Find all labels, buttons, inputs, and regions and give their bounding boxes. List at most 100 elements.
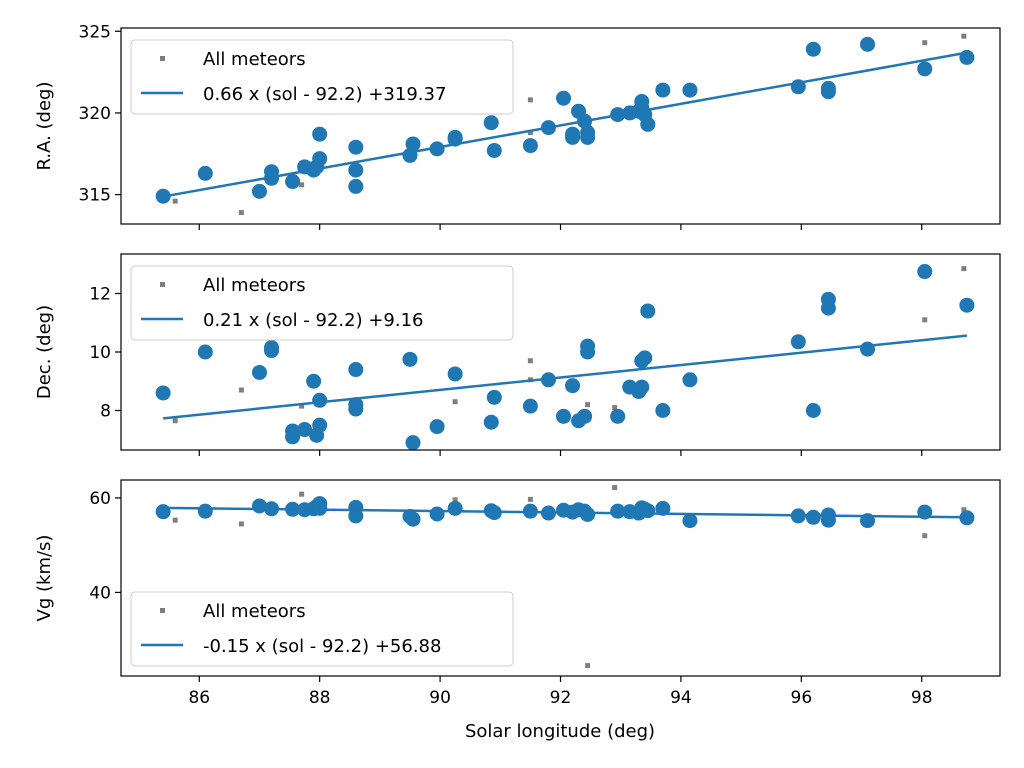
vg-y-tick-label: 40 — [89, 583, 111, 603]
dec-meteor-point — [297, 422, 313, 438]
vg-x-tick-label: 86 — [188, 688, 210, 708]
vg-x-tick-label: 94 — [670, 688, 692, 708]
dec-meteor-point — [556, 408, 572, 424]
dec-meteor-point — [790, 334, 806, 350]
vg-legend-box — [130, 591, 514, 667]
ra-meteor-point — [483, 115, 499, 131]
dec-panel: 8 10 12 Dec. (deg) All meteors 0.21 x (sol - … — [34, 253, 1001, 456]
vg-all-meteor-point — [585, 663, 591, 669]
dec-all-meteor-point — [172, 418, 178, 424]
vg-x-tick-label: 90 — [429, 688, 451, 708]
dec-legend-all-marker — [160, 282, 165, 287]
vg-all-meteor-point — [172, 517, 178, 523]
dec-meteor-point — [348, 401, 364, 417]
ra-meteor-point — [820, 84, 836, 100]
vg-all-meteor-point — [238, 521, 244, 527]
ra-all-meteor-point — [299, 182, 305, 188]
dec-meteor-point — [285, 423, 301, 439]
dec-meteor-point — [580, 344, 596, 360]
dec-legend-box — [130, 265, 514, 341]
dec-meteor-point — [348, 362, 364, 378]
dec-axes-frame — [120, 253, 1001, 451]
vg-meteor-point — [805, 509, 821, 525]
vg-panel: 40 60 86 88 90 92 94 96 98 Vg (km/s) All meteors -0… — [34, 479, 1001, 708]
dec-meteor-point — [820, 300, 836, 316]
ra-legend-all-label: All meteors — [203, 49, 306, 70]
vg-meteor-point — [682, 513, 698, 529]
vg-all-meteor-point — [922, 533, 928, 539]
vg-meteor-point — [655, 500, 671, 516]
vg-x-tick-label: 96 — [791, 688, 813, 708]
ra-meteor-point — [348, 139, 364, 155]
ra-meteor-point — [805, 41, 821, 57]
vg-fit-line — [163, 506, 967, 519]
ra-all-meteor-point — [527, 97, 533, 103]
ra-meteor-point — [959, 49, 975, 65]
ra-meteor-point — [312, 151, 328, 167]
vg-axes-frame — [120, 479, 1001, 677]
vg-legend: All meteors -0.15 x (sol - 92.2) +56.88 — [130, 591, 514, 667]
vg-meteor-point — [640, 503, 656, 519]
ra-meteor-point — [197, 165, 213, 181]
dec-legend-all-label: All meteors — [203, 275, 306, 296]
vg-all-meteor-point — [299, 491, 305, 497]
ra-meteor-point — [348, 178, 364, 194]
dec-all-meteor-point — [961, 266, 967, 272]
ra-legend-box — [130, 39, 514, 115]
vg-legend-fit-label: -0.15 x (sol - 92.2) +56.88 — [203, 636, 441, 657]
ra-meteor-point — [640, 116, 656, 132]
dec-meteor-point — [565, 378, 581, 394]
dec-meteor-point — [522, 398, 538, 414]
ra-fit-line — [162, 51, 968, 198]
ra-y-axis-label: R.A. (deg) — [34, 82, 55, 171]
vg-meteor-point — [580, 506, 596, 522]
ra-y-tick-label: 325 — [79, 22, 111, 42]
dec-meteor-point — [682, 372, 698, 388]
dec-meteor-point — [197, 344, 213, 360]
ra-meteor-point — [486, 143, 502, 158]
dec-meteor-point — [637, 350, 653, 366]
dec-meteor-point — [405, 435, 421, 451]
dec-meteor-point — [402, 351, 418, 367]
vg-meteor-point — [155, 504, 171, 520]
ra-legend-all-marker — [160, 56, 165, 61]
ra-meteor-point — [917, 61, 933, 77]
ra-meteor-point — [348, 162, 364, 178]
vg-legend-all-marker — [160, 608, 165, 613]
vg-meteor-point — [312, 500, 328, 516]
dec-meteor-point — [483, 414, 499, 430]
vg-all-meteor-point — [452, 497, 458, 503]
ra-meteor-point — [556, 90, 572, 106]
dec-meteor-point — [264, 340, 280, 356]
dec-all-meteor-point — [527, 358, 533, 364]
vg-meteor-point — [405, 511, 421, 527]
ra-meteor-point — [565, 126, 581, 142]
dec-meteor-point — [312, 417, 328, 433]
ra-axes-frame — [120, 27, 1001, 225]
dec-meteor-point — [917, 264, 933, 280]
ra-meteor-point — [580, 125, 596, 141]
dec-all-meteor-point — [922, 317, 928, 323]
ra-legend: All meteors 0.66 x (sol - 92.2) +319.37 — [130, 39, 514, 115]
vg-legend-all-label: All meteors — [203, 601, 306, 622]
dec-meteor-point — [429, 419, 445, 435]
vg-all-meteor-point — [961, 507, 967, 513]
dec-meteor-point — [486, 389, 502, 405]
dec-meteor-point — [805, 403, 821, 419]
dec-meteor-point — [155, 385, 171, 401]
dec-all-meteor-point — [612, 405, 618, 411]
vg-x-tick-label: 98 — [911, 688, 933, 708]
dec-meteor-point — [655, 403, 671, 419]
ra-meteor-point — [251, 183, 267, 199]
ra-panel: 315 320 325 R.A. (deg) All meteors 0.66 x (so… — [34, 22, 1001, 230]
dec-y-axis-label: Dec. (deg) — [34, 305, 55, 399]
dec-meteor-point — [610, 408, 626, 424]
dec-legend: All meteors 0.21 x (sol - 92.2) +9.16 — [130, 265, 514, 341]
vg-meteor-point — [959, 510, 975, 526]
ra-y-tick-label: 320 — [79, 104, 111, 124]
vg-meteor-point — [429, 506, 445, 522]
vg-meteor-point — [197, 503, 213, 519]
dec-y-tick-label: 12 — [89, 284, 111, 304]
dec-all-meteor-point — [238, 387, 244, 393]
vg-x-tick-label: 88 — [309, 688, 331, 708]
